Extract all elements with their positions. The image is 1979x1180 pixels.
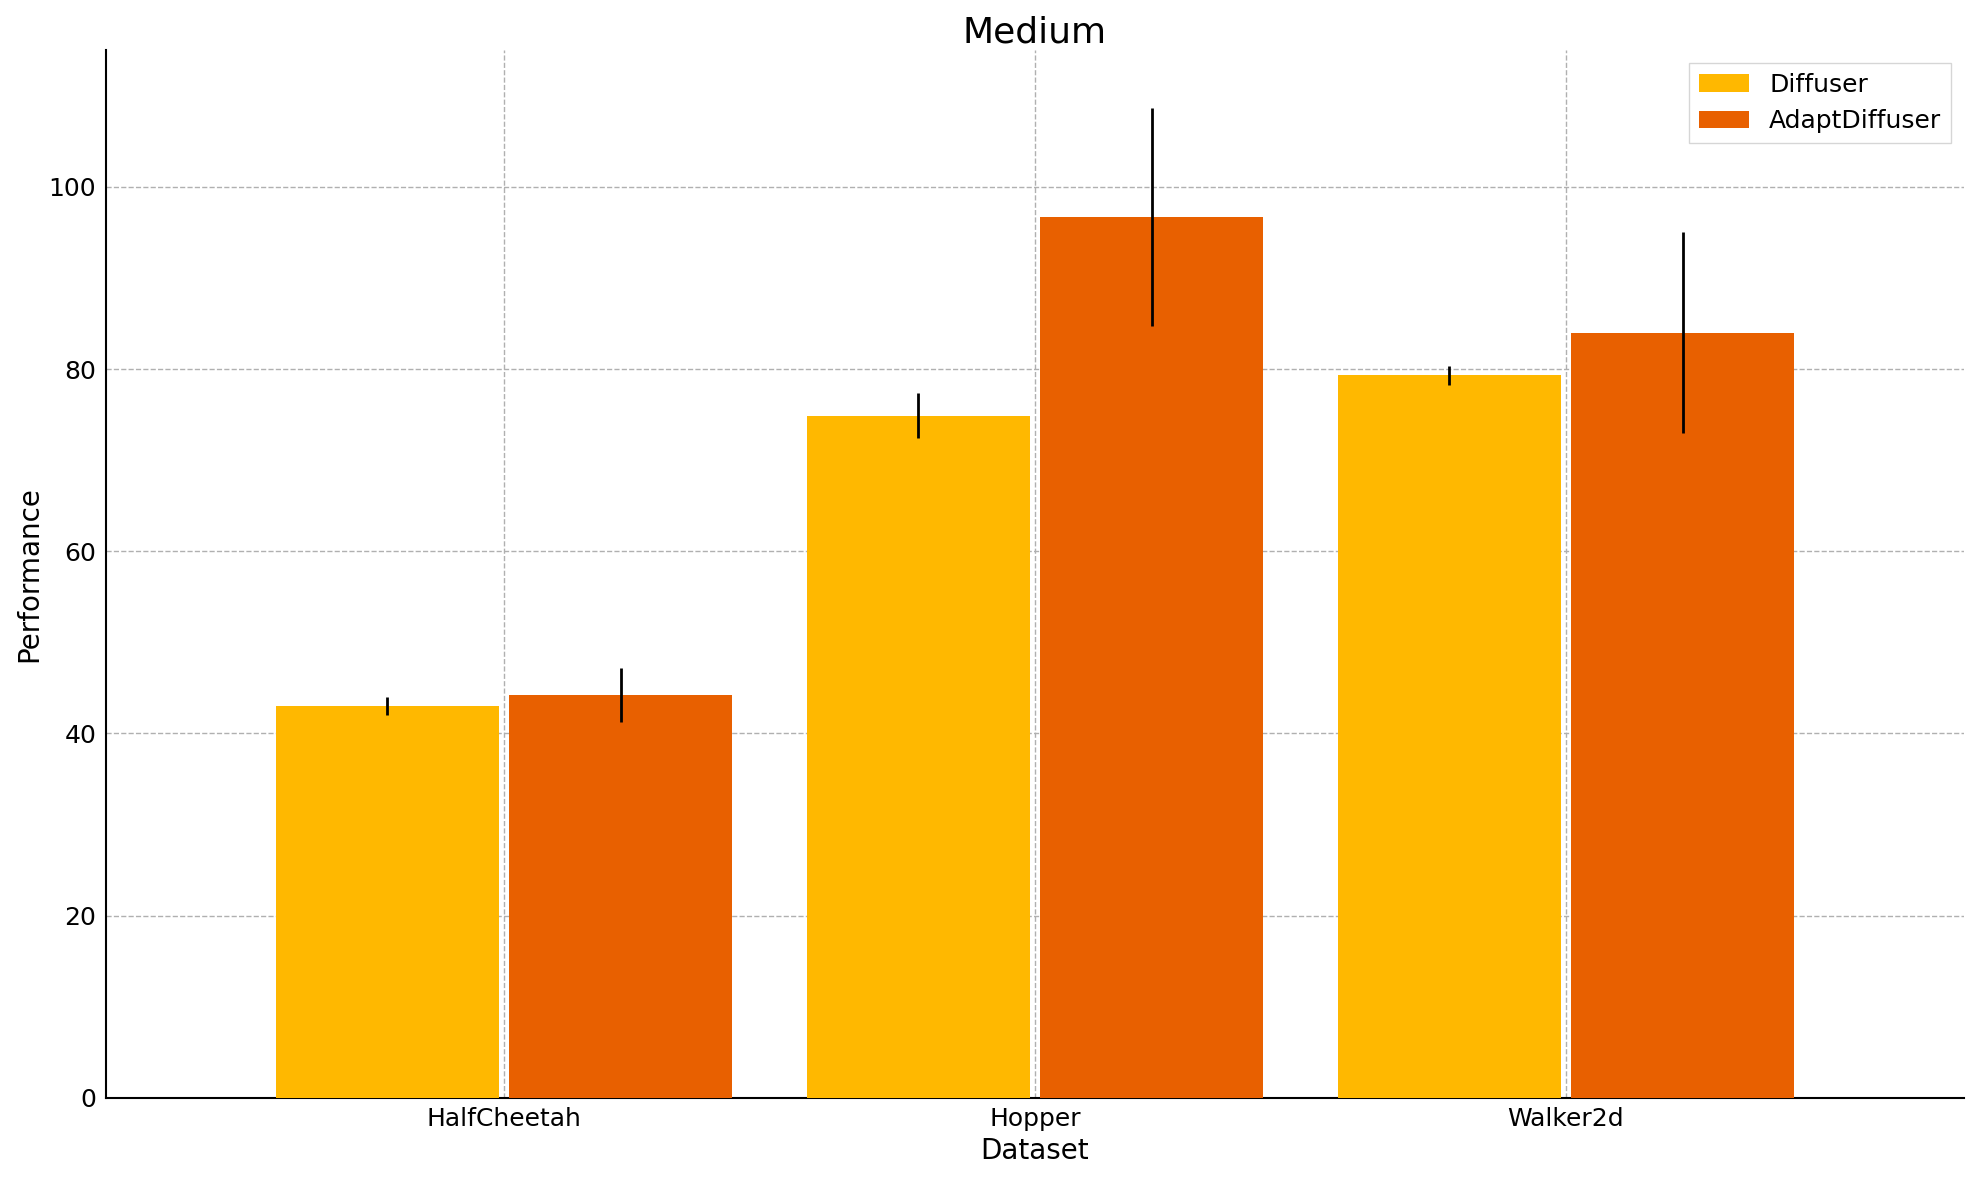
- Title: Medium: Medium: [964, 15, 1106, 50]
- Bar: [275, 706, 499, 1097]
- Legend: Diffuser, AdaptDiffuser: Diffuser, AdaptDiffuser: [1690, 63, 1951, 143]
- Bar: [1571, 333, 1795, 1097]
- Y-axis label: Performance: Performance: [16, 486, 44, 662]
- X-axis label: Dataset: Dataset: [982, 1138, 1088, 1165]
- Bar: [807, 415, 1029, 1097]
- Bar: [509, 695, 732, 1097]
- Bar: [1041, 217, 1263, 1097]
- Bar: [1338, 375, 1561, 1097]
